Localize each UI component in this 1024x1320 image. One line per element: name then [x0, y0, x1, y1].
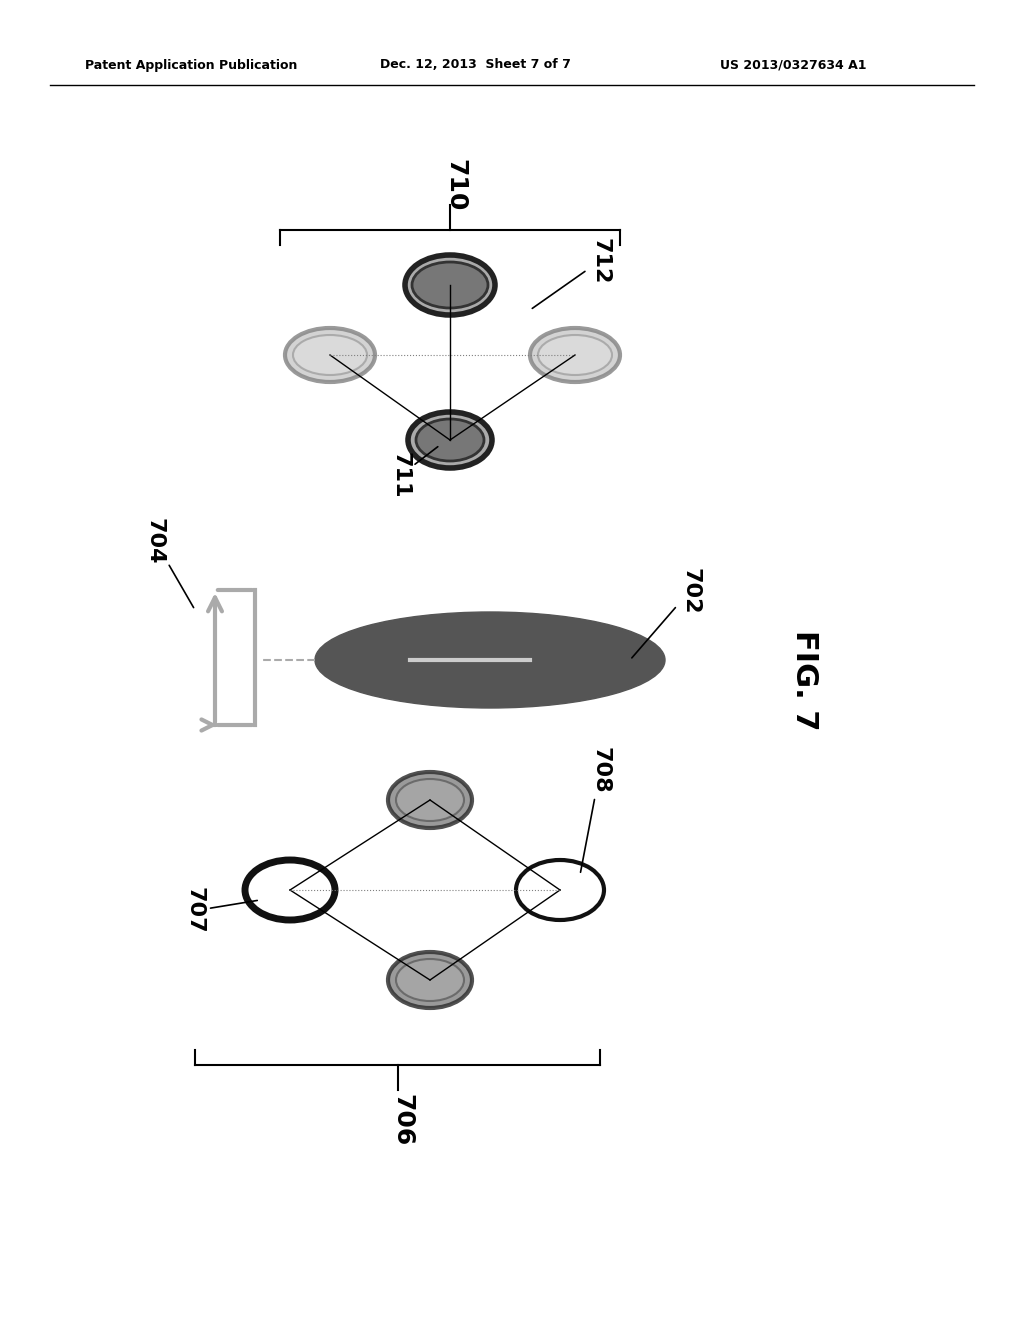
- Ellipse shape: [293, 335, 367, 375]
- Ellipse shape: [245, 861, 335, 920]
- Text: 702: 702: [632, 568, 700, 657]
- Ellipse shape: [408, 412, 492, 469]
- Ellipse shape: [516, 861, 604, 920]
- Ellipse shape: [396, 779, 464, 821]
- Text: 706: 706: [390, 1094, 415, 1146]
- Ellipse shape: [412, 261, 488, 308]
- Text: 704: 704: [145, 517, 194, 607]
- Ellipse shape: [388, 952, 472, 1008]
- Text: 710: 710: [443, 158, 467, 211]
- Ellipse shape: [406, 255, 495, 315]
- Text: Patent Application Publication: Patent Application Publication: [85, 58, 297, 71]
- Ellipse shape: [285, 327, 375, 381]
- Ellipse shape: [396, 960, 464, 1001]
- Ellipse shape: [538, 335, 612, 375]
- Ellipse shape: [315, 612, 665, 708]
- Ellipse shape: [388, 772, 472, 828]
- Text: 707: 707: [185, 887, 257, 935]
- Text: Dec. 12, 2013  Sheet 7 of 7: Dec. 12, 2013 Sheet 7 of 7: [380, 58, 570, 71]
- Text: 708: 708: [581, 747, 610, 873]
- Ellipse shape: [416, 418, 484, 461]
- Text: 712: 712: [532, 238, 610, 309]
- Text: 711: 711: [390, 446, 438, 499]
- Ellipse shape: [530, 327, 620, 381]
- Text: FIG. 7: FIG. 7: [790, 630, 819, 730]
- Text: US 2013/0327634 A1: US 2013/0327634 A1: [720, 58, 866, 71]
